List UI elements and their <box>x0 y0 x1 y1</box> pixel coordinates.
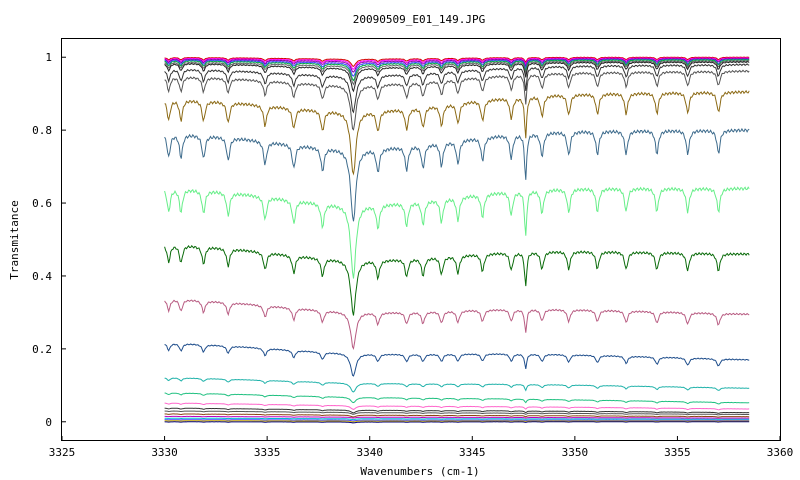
x-axis-label: Wavenumbers (cm-1) <box>360 465 479 478</box>
spectrum-series-line <box>164 57 750 73</box>
x-tick-label: 3360 <box>767 446 794 459</box>
y-tick-label: 0.8 <box>32 124 52 137</box>
x-tick-label: 3335 <box>254 446 281 459</box>
spectrum-series-line <box>164 420 750 423</box>
spectrum-series-line <box>164 402 750 411</box>
y-axis: 0 0.2 0.4 0.6 0.8 1 <box>32 51 66 429</box>
spectrum-series-line <box>164 343 750 377</box>
plot-frame <box>61 38 781 441</box>
y-tick-label: 0 <box>45 416 52 429</box>
x-tick-label: 3325 <box>49 446 76 459</box>
spectrum-series-line <box>164 421 750 424</box>
spectrum-series-line <box>164 377 750 393</box>
spectrum-series-line <box>164 63 750 114</box>
x-tick-label: 3330 <box>151 446 178 459</box>
spectrum-series-line <box>164 58 750 82</box>
spectrum-series-line <box>164 392 750 405</box>
spectrum-series-line <box>164 57 750 70</box>
spectrum-series-line <box>164 69 750 131</box>
y-tick-label: 0.2 <box>32 343 52 356</box>
x-tick-label: 3355 <box>664 446 691 459</box>
spectrum-series-line <box>164 417 750 421</box>
spectrum-series-line <box>164 59 750 86</box>
chart-title: 20090509_E01_149.JPG <box>353 13 485 26</box>
spectrum-series-line <box>164 413 750 418</box>
x-tick-label: 3345 <box>459 446 486 459</box>
y-tick-label: 1 <box>45 51 52 64</box>
spectrum-series-line <box>164 127 750 222</box>
y-axis-label: Transmitance <box>8 200 21 279</box>
spectrum-series-line <box>164 245 750 316</box>
spectrum-series-line <box>164 299 750 350</box>
x-tick-label: 3340 <box>356 446 383 459</box>
x-tick-label: 3350 <box>562 446 589 459</box>
spectrum-series-line <box>164 415 750 419</box>
spectrum-series-line <box>164 186 750 279</box>
spectrum-series-line <box>164 56 750 68</box>
y-tick-label: 0.4 <box>32 270 52 283</box>
y-tick-label: 0.6 <box>32 197 52 210</box>
x-axis: 3325 3330 3335 3340 3345 3350 3355 3360 <box>49 436 794 459</box>
plot-area <box>164 56 750 424</box>
spectrum-series-line <box>164 61 750 93</box>
spectrum-series-line <box>164 419 750 422</box>
spectrum-series-line <box>164 89 750 176</box>
spectrum-series-line <box>164 407 750 414</box>
spectrum-series-line <box>164 410 750 416</box>
